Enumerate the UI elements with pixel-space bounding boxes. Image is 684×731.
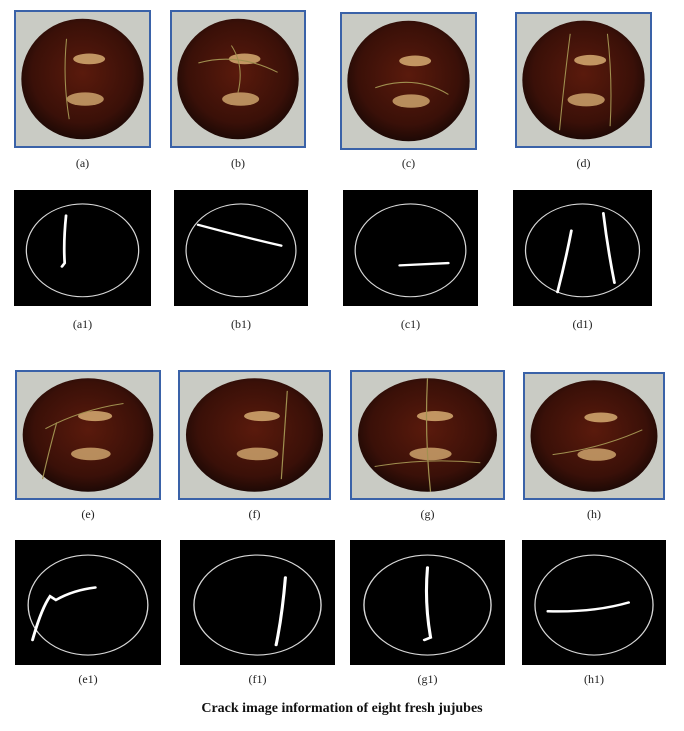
jujube-fruit: [185, 378, 324, 492]
crack-segment: [546, 601, 630, 613]
photo-label: (b): [231, 156, 245, 170]
jujube-photo: [350, 370, 505, 500]
crack-binary-image: [522, 540, 666, 665]
fruit-outline: [25, 203, 140, 298]
crack-segment: [60, 214, 68, 268]
crack-line: [375, 81, 449, 95]
fruit-outline: [534, 554, 654, 656]
crack-line: [374, 378, 481, 492]
crack-line: [552, 429, 643, 456]
crack-segment: [422, 566, 433, 642]
crack-segment: [274, 576, 287, 647]
fruit-outline: [354, 203, 467, 298]
jujube-fruit: [358, 378, 497, 492]
crack-label: (e1): [78, 672, 98, 686]
fruit-outline: [193, 554, 322, 656]
photo-label: (e): [81, 507, 95, 521]
crack-label: (c1): [400, 317, 421, 331]
crack-line: [198, 45, 278, 93]
crack-binary-image: [174, 190, 308, 306]
crack-segment: [31, 586, 97, 642]
crack-label: (h1): [584, 672, 604, 686]
crack-label: (d1): [572, 317, 593, 331]
crack-segment: [398, 261, 450, 267]
crack-line: [42, 403, 124, 480]
fruit-outline: [524, 203, 641, 298]
jujube-photo: [178, 370, 331, 500]
fruit-outline: [185, 203, 297, 298]
photo-label: (c): [401, 156, 416, 170]
photo-label: (h): [587, 507, 601, 521]
crack-binary-image: [343, 190, 478, 306]
jujube-fruit: [522, 20, 645, 140]
jujube-fruit: [21, 18, 144, 140]
jujube-fruit: [530, 380, 658, 492]
figure-caption: Crack image information of eight fresh j…: [201, 701, 483, 716]
jujube-photo: [15, 370, 161, 500]
crack-segment: [196, 223, 283, 247]
photo-label: (g): [420, 507, 435, 521]
jujube-photo: [170, 10, 306, 148]
crack-line: [64, 38, 70, 120]
crack-label: (g1): [417, 672, 438, 686]
jujube-photo: [14, 10, 151, 148]
jujube-photo: [523, 372, 665, 500]
fruit-outline: [27, 554, 149, 656]
photo-label: (a): [75, 156, 90, 170]
jujube-photo: [340, 12, 477, 150]
crack-binary-image: [15, 540, 161, 665]
jujube-fruit: [347, 20, 470, 142]
crack-binary-image: [180, 540, 335, 665]
photo-label: (f): [248, 507, 261, 521]
crack-line: [280, 390, 288, 480]
photo-label: (d): [576, 156, 591, 170]
jujube-fruit: [177, 18, 299, 140]
jujube-fruit: [22, 378, 154, 492]
crack-segment: [556, 212, 616, 294]
crack-label: (f1): [248, 672, 267, 686]
crack-line: [559, 33, 612, 131]
crack-binary-image: [350, 540, 505, 665]
crack-binary-image: [513, 190, 652, 306]
fruit-outline: [363, 554, 492, 656]
crack-binary-image: [14, 190, 151, 306]
jujube-photo: [515, 12, 652, 148]
crack-label: (a1): [72, 317, 93, 331]
crack-label: (b1): [231, 317, 251, 331]
